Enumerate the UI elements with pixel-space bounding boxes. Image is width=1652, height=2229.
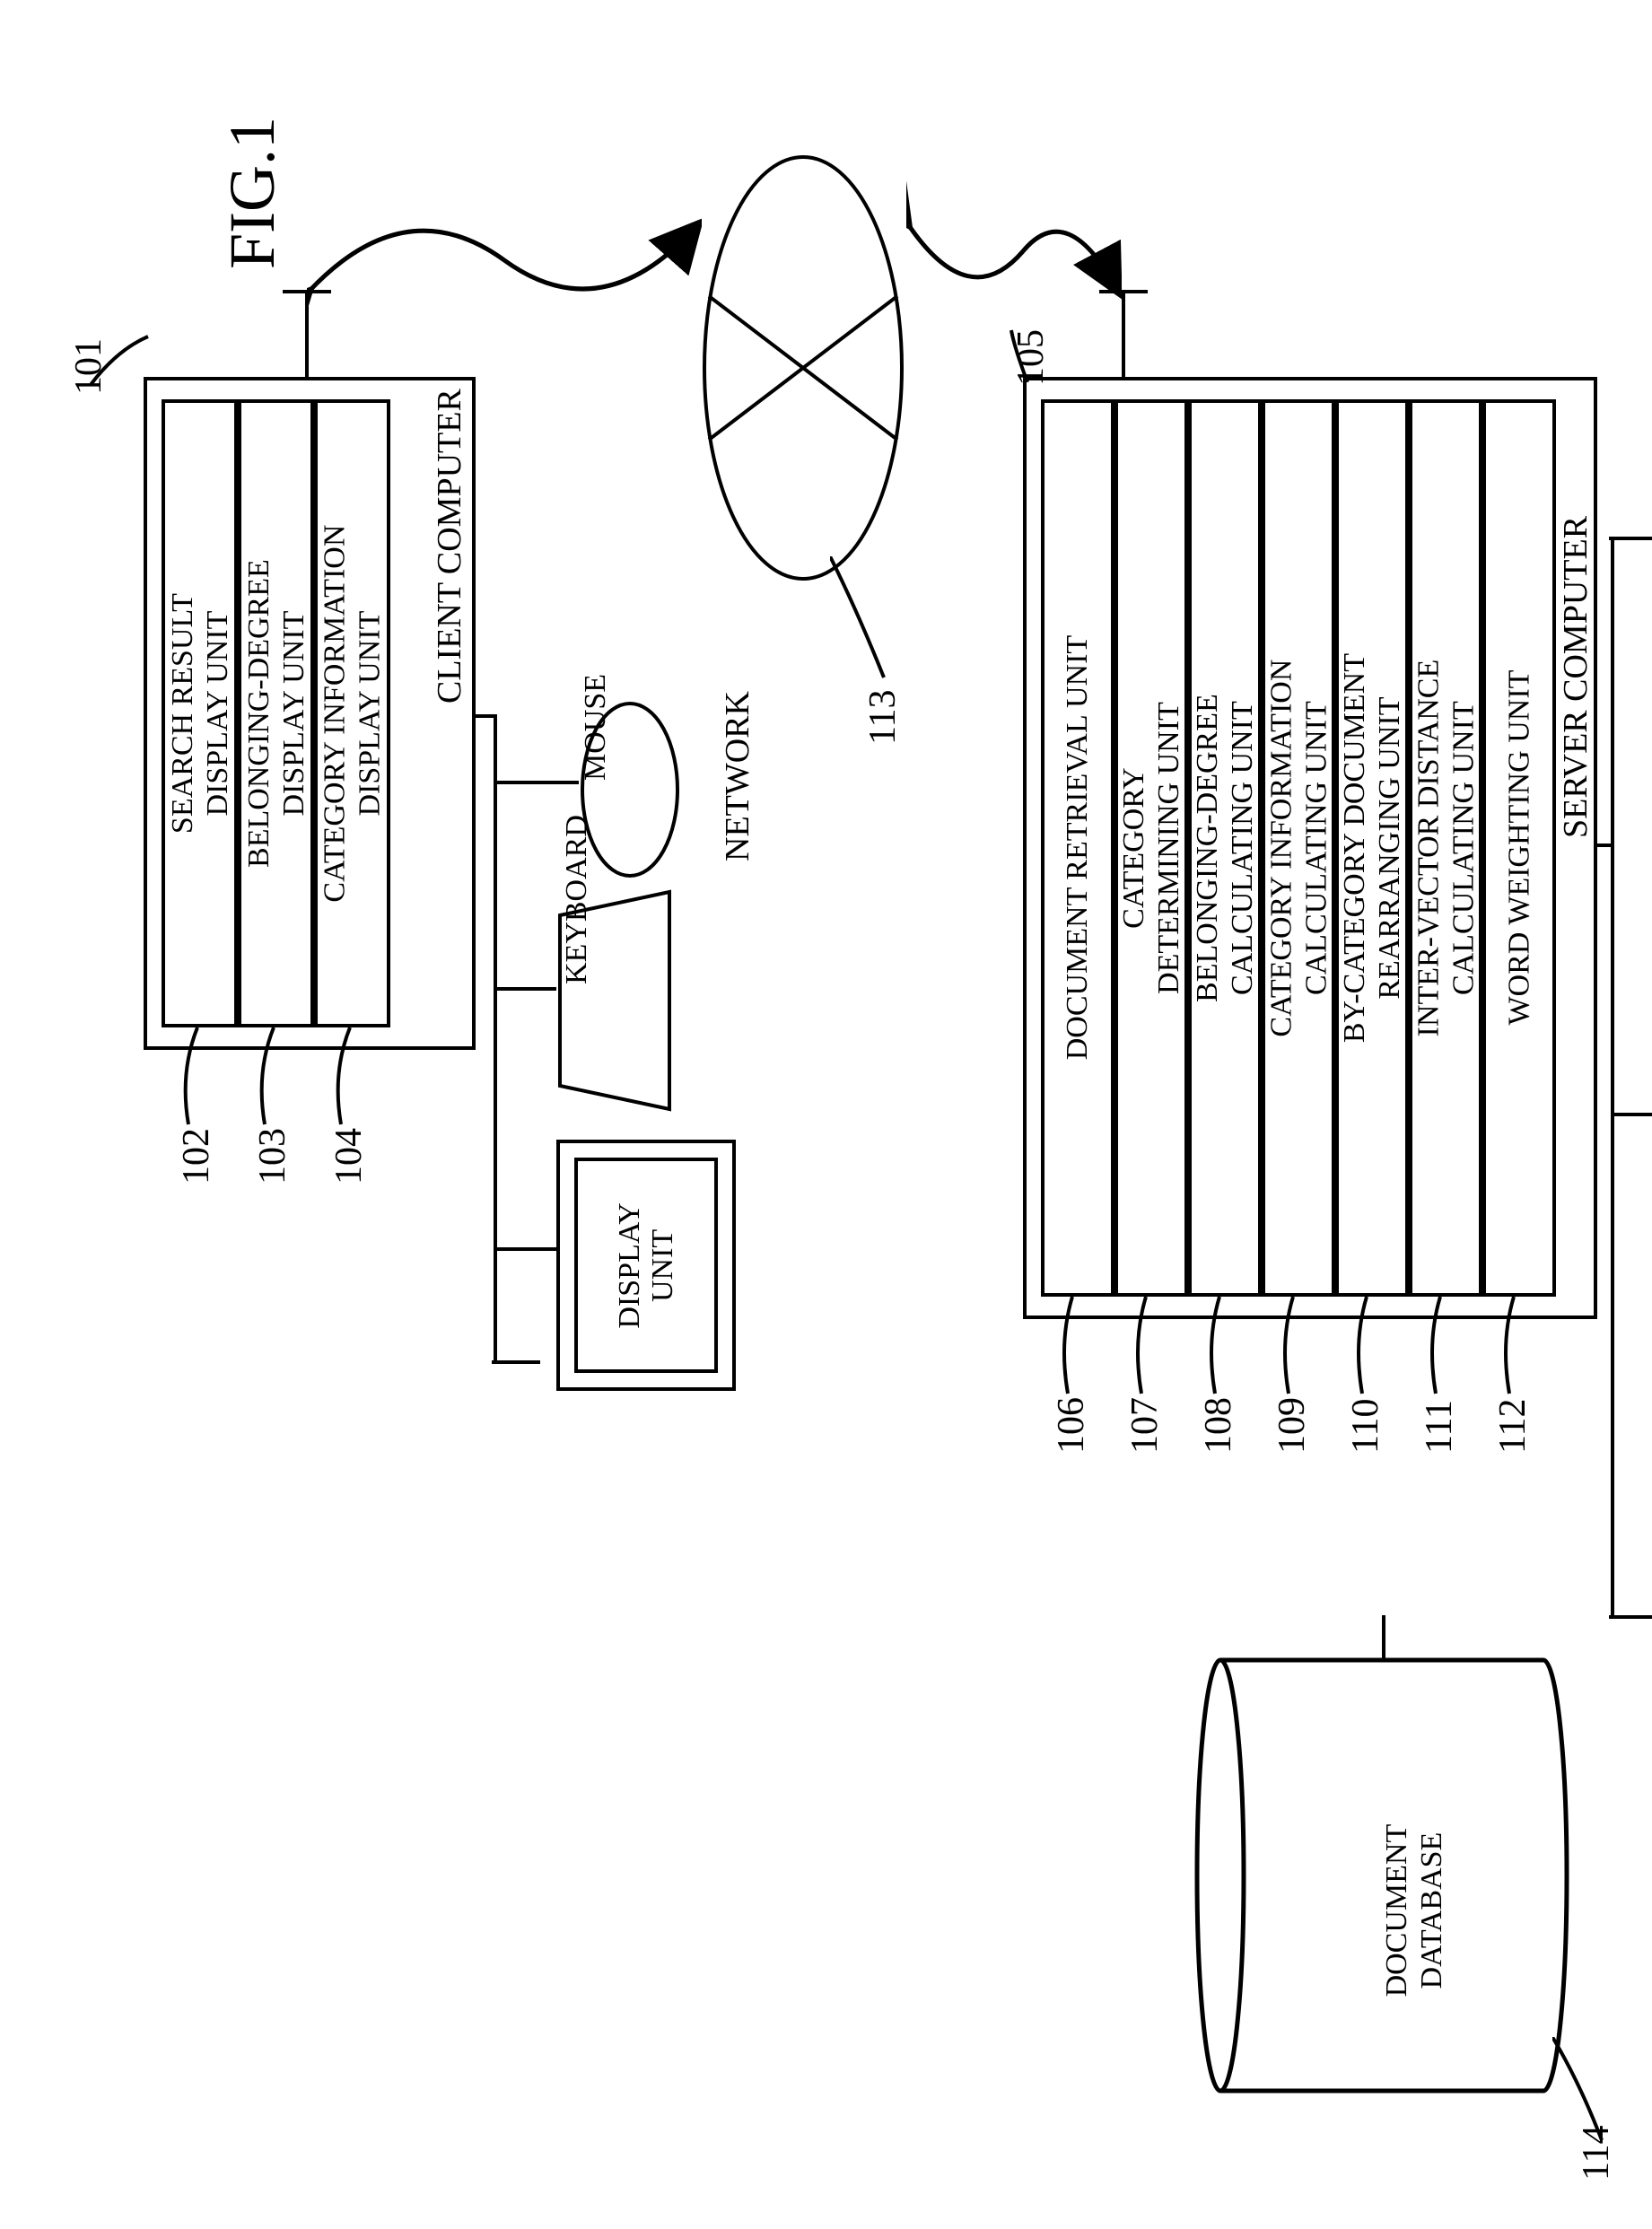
branch-display: [494, 1247, 556, 1251]
arrow-client-net: [307, 170, 702, 305]
display-unit-inner: DISPLAYUNIT: [574, 1158, 718, 1373]
ref-103: 103: [251, 1128, 294, 1184]
server-bus-top: [1122, 292, 1125, 377]
client-unit-0: SEARCH RESULTDISPLAY UNIT: [162, 399, 238, 1027]
display-unit-label: DISPLAYUNIT: [613, 1202, 680, 1328]
mouse-label: MOUSE: [579, 674, 613, 781]
server-unit-6: WORD WEIGHTING UNIT: [1482, 399, 1556, 1297]
server-unit-6-label: WORD WEIGHTING UNIT: [1501, 670, 1536, 1026]
server-unit-5: INTER-VECTOR DISTANCECALCULATING UNIT: [1409, 399, 1482, 1297]
server-unit-5-label: INTER-VECTOR DISTANCECALCULATING UNIT: [1411, 660, 1481, 1037]
client-bus-bottom-v: [494, 714, 497, 1360]
server-db-stub-bot: [1611, 1113, 1652, 1116]
leader-112: [1496, 1297, 1541, 1395]
client-unit-1-label: BELONGING-DEGREEDISPLAY UNIT: [240, 559, 310, 868]
server-unit-4: BY-CATEGORY DOCUMENTREARRANGING UNIT: [1335, 399, 1409, 1297]
leader-102: [175, 1027, 220, 1126]
network-symbol: [700, 153, 906, 583]
server-unit-0: DOCUMENT RETRIEVAL UNIT: [1041, 399, 1114, 1297]
leader-110: [1349, 1297, 1394, 1395]
figure-canvas: FIG.1 CLIENT COMPUTER SEARCH RESULTDISPL…: [36, 36, 1616, 2193]
ref-110: 110: [1344, 1399, 1387, 1454]
leader-106: [1054, 1297, 1099, 1395]
server-unit-1-label: CATEGORYDETERMINING UNIT: [1116, 702, 1186, 994]
server-db-cap-top: [1609, 537, 1652, 540]
server-db-cap-bot: [1609, 1615, 1652, 1619]
server-db-stub-top: [1597, 844, 1613, 847]
server-unit-3: CATEGORY INFORMATIONCALCULATING UNIT: [1262, 399, 1335, 1297]
arrow-net-server: [906, 170, 1122, 305]
ref-113: 113: [861, 690, 905, 745]
server-unit-0-label: DOCUMENT RETRIEVAL UNIT: [1060, 635, 1095, 1060]
figure-title-text: FIG.1: [216, 117, 288, 269]
ref-111: 111: [1418, 1400, 1461, 1454]
branch-mouse: [494, 781, 579, 784]
server-unit-3-label: CATEGORY INFORMATIONCALCULATING UNIT: [1263, 660, 1333, 1037]
client-bus-bottom-cap: [492, 1360, 540, 1364]
ref-106: 106: [1050, 1397, 1093, 1454]
network-label: NETWORK: [718, 691, 757, 861]
leader-108: [1202, 1297, 1246, 1395]
server-unit-1: CATEGORYDETERMINING UNIT: [1114, 399, 1188, 1297]
leader-111: [1422, 1297, 1467, 1395]
ref-107: 107: [1123, 1397, 1167, 1454]
client-unit-2-label: CATEGORY INFORMATIONDISPLAY UNIT: [317, 525, 387, 903]
leader-101: [90, 332, 153, 386]
leader-104: [328, 1027, 372, 1126]
ref-108: 108: [1197, 1397, 1240, 1454]
server-bus-top-cap: [1099, 290, 1148, 293]
client-unit-0-label: SEARCH RESULTDISPLAY UNIT: [164, 593, 234, 834]
ref-104: 104: [328, 1128, 371, 1184]
server-unit-2: BELONGING-DEGREECALCULATING UNIT: [1188, 399, 1262, 1297]
leader-113: [830, 556, 902, 682]
leader-105: [1010, 328, 1045, 382]
figure-title: FIG.1: [215, 117, 290, 269]
ref-102: 102: [175, 1128, 218, 1184]
client-unit-2: CATEGORY INFORMATIONDISPLAY UNIT: [314, 399, 390, 1027]
leader-109: [1275, 1297, 1320, 1395]
leader-107: [1128, 1297, 1173, 1395]
client-bus-bottom-stub: [476, 714, 497, 718]
branch-keyboard: [494, 987, 556, 991]
server-computer-title: SERVER COMPUTER: [1556, 516, 1595, 838]
leader-103: [251, 1027, 296, 1126]
client-computer-title: CLIENT COMPUTER: [430, 389, 469, 704]
ref-112: 112: [1491, 1399, 1534, 1454]
server-unit-4-label: BY-CATEGORY DOCUMENTREARRANGING UNIT: [1337, 653, 1407, 1043]
server-unit-2-label: BELONGING-DEGREECALCULATING UNIT: [1190, 694, 1260, 1002]
client-unit-1: BELONGING-DEGREEDISPLAY UNIT: [238, 399, 314, 1027]
ref-109: 109: [1271, 1397, 1314, 1454]
server-db-v: [1611, 538, 1614, 1615]
